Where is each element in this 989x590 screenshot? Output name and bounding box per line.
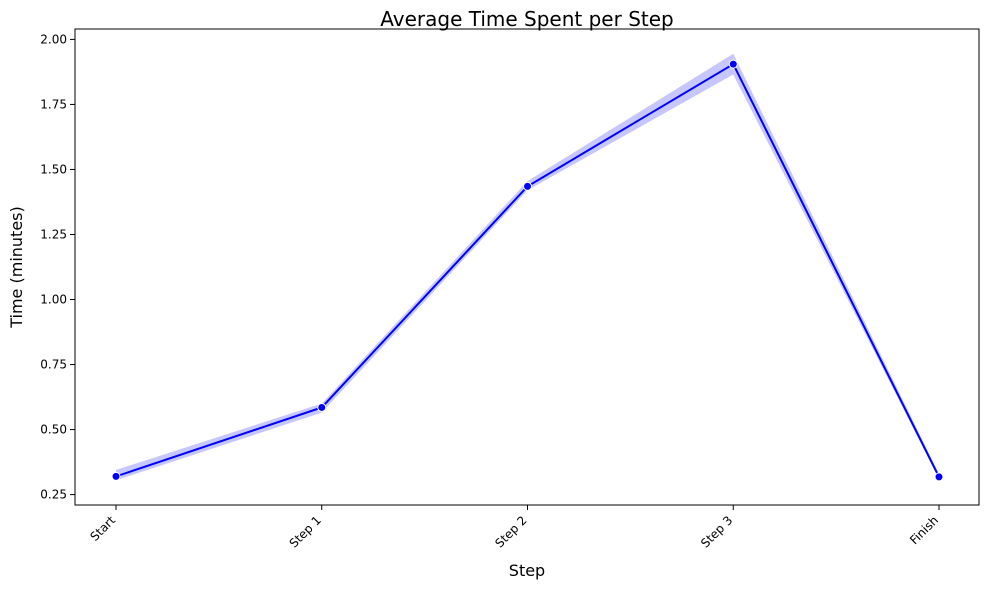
x-axis: Start Step 1 Step 2 Step 3 Finish: [87, 505, 941, 551]
data-point: [111, 471, 121, 481]
x-tick-label: Start: [87, 513, 118, 544]
y-axis: 0.25 0.50 0.75 1.00 1.25 1.50 1.75 2.00: [40, 32, 75, 502]
x-axis-label: Step: [509, 561, 545, 580]
data-point: [728, 59, 738, 69]
y-tick-label: 1.50: [40, 162, 67, 176]
x-tick-label: Step 3: [698, 513, 735, 550]
confidence-band: [116, 53, 939, 481]
y-tick-label: 0.50: [40, 423, 67, 437]
y-tick-label: 0.25: [40, 488, 67, 502]
data-point: [934, 472, 944, 482]
data-point: [523, 181, 532, 191]
x-tick-label: Finish: [907, 513, 941, 547]
data-point: [317, 402, 327, 412]
y-tick-label: 1.75: [40, 97, 67, 111]
plot-frame: [74, 28, 980, 506]
chart-title: Average Time Spent per Step: [380, 7, 673, 31]
x-tick-label: Step 2: [492, 513, 529, 550]
plot-area: [111, 53, 944, 482]
y-axis-label: Time (minutes): [7, 206, 26, 329]
y-tick-label: 1.00: [40, 293, 67, 307]
x-tick-label: Step 1: [287, 513, 324, 550]
series-line: [115, 62, 940, 478]
y-tick-label: 2.00: [40, 32, 67, 46]
y-tick-label: 1.25: [40, 227, 67, 241]
y-tick-label: 0.75: [40, 358, 67, 372]
